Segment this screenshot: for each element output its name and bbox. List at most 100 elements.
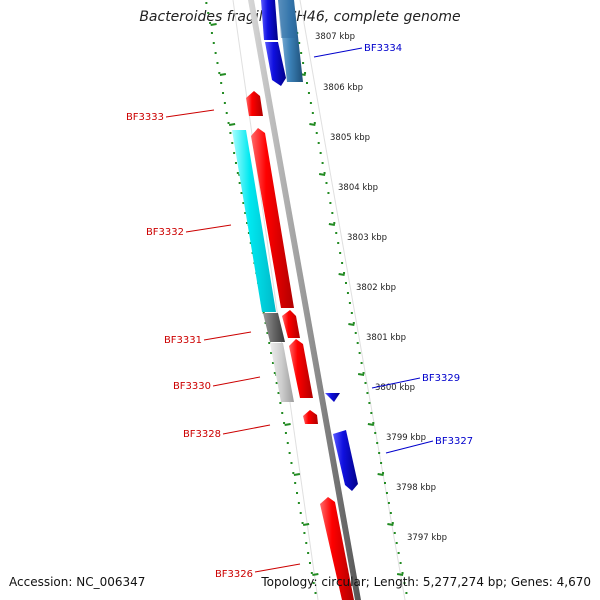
gene-label-bf3328[interactable]: BF3328 bbox=[183, 429, 221, 440]
gene-label-bf3330[interactable]: BF3330 bbox=[173, 381, 211, 392]
ruler-major-tick bbox=[396, 573, 404, 576]
ruler-dot bbox=[290, 462, 293, 464]
accession-text: Accession: NC_006347 bbox=[9, 575, 146, 589]
gene-bf3327[interactable] bbox=[333, 430, 358, 491]
ruler-dot bbox=[307, 552, 310, 554]
ruler-dot bbox=[352, 322, 355, 324]
ruler-dot bbox=[348, 302, 351, 304]
ruler-dot bbox=[220, 82, 223, 84]
ruler-dot bbox=[339, 252, 342, 254]
gene-red-mid[interactable] bbox=[289, 339, 313, 398]
gene-label-bf3333[interactable]: BF3333 bbox=[126, 112, 164, 123]
ruler-dot bbox=[397, 552, 400, 554]
ruler-major-tick bbox=[228, 123, 236, 126]
ruler-dot bbox=[303, 532, 306, 534]
scale-label: 3803 kbp bbox=[347, 233, 387, 243]
scale-label: 3800 kbp bbox=[375, 383, 415, 393]
ruler-dot bbox=[212, 42, 215, 44]
ruler-dot bbox=[279, 402, 282, 404]
ruler-dot bbox=[310, 572, 313, 574]
scale-label: 3798 kbp bbox=[396, 483, 436, 493]
gene-bf3331[interactable] bbox=[263, 313, 285, 342]
ruler-dot bbox=[343, 272, 346, 274]
ruler-major-tick bbox=[377, 473, 384, 476]
ruler-dot bbox=[307, 92, 310, 94]
ruler-dot bbox=[284, 432, 287, 434]
genome-title: Bacteroides fragilis YCH46, complete gen… bbox=[139, 9, 461, 25]
scale-label: 3802 kbp bbox=[356, 283, 396, 293]
ruler-dot bbox=[387, 502, 390, 504]
leader-bf3327 bbox=[385, 440, 434, 454]
gene-label-bf3331[interactable]: BF3331 bbox=[164, 335, 202, 346]
gene-blue-arrow[interactable] bbox=[265, 42, 286, 86]
gene-bf3328[interactable] bbox=[303, 410, 318, 424]
ruler-dot bbox=[227, 122, 230, 124]
gene-label-bf3327[interactable]: BF3327 bbox=[435, 436, 473, 447]
ruler-dot bbox=[333, 222, 336, 224]
ruler-dot bbox=[216, 62, 219, 64]
ruler-dot bbox=[246, 222, 249, 224]
ruler-dot bbox=[368, 402, 371, 404]
ruler-dot bbox=[380, 462, 383, 464]
gene-label-bf3329[interactable]: BF3329 bbox=[422, 373, 460, 384]
ruler-dot bbox=[292, 472, 295, 474]
ruler-dot bbox=[360, 362, 363, 364]
gene-blue-top[interactable] bbox=[261, 0, 278, 40]
genes bbox=[232, 0, 358, 600]
ruler-dot bbox=[372, 422, 375, 424]
gene-red-long[interactable] bbox=[251, 128, 294, 308]
gene-label-bf3334[interactable]: BF3334 bbox=[364, 43, 402, 54]
ruler-dot bbox=[242, 202, 245, 204]
ruler-dot bbox=[391, 522, 394, 524]
ruler-dot bbox=[270, 352, 273, 354]
ruler-dot bbox=[308, 562, 311, 564]
ruler-dot bbox=[273, 372, 276, 374]
gene-bf3329[interactable] bbox=[325, 393, 340, 402]
ruler-dot bbox=[309, 102, 312, 104]
ruler-dot bbox=[205, 2, 208, 4]
ruler-dot bbox=[350, 312, 353, 314]
gene-leader-lines bbox=[165, 47, 434, 573]
backbone-track bbox=[248, 0, 361, 600]
ruler-dot bbox=[403, 582, 406, 584]
gene-red-small[interactable] bbox=[282, 310, 300, 338]
ruler-dot bbox=[244, 212, 247, 214]
ruler-dot bbox=[321, 162, 324, 164]
ruler-major-tick bbox=[210, 23, 217, 26]
scale-label: 3807 kbp bbox=[315, 32, 355, 42]
ruler-dot bbox=[233, 152, 236, 154]
gene-label-bf3332[interactable]: BF3332 bbox=[146, 227, 184, 238]
ruler-dot bbox=[240, 192, 243, 194]
gene-bf3326[interactable] bbox=[320, 497, 354, 600]
genome-backbone bbox=[248, 0, 361, 600]
ruler-dot bbox=[370, 412, 373, 414]
ruler-dot bbox=[299, 512, 302, 514]
leader-bf3330 bbox=[212, 376, 261, 387]
gene-label-bf3326[interactable]: BF3326 bbox=[215, 569, 253, 580]
ruler-dot bbox=[236, 172, 239, 174]
ruler-dot bbox=[395, 542, 398, 544]
ruler-dot bbox=[374, 432, 377, 434]
leader-bf3326 bbox=[254, 563, 301, 573]
ruler-dot bbox=[277, 392, 280, 394]
ruler-dot bbox=[354, 332, 357, 334]
ruler-major-tick bbox=[219, 73, 227, 76]
ruler-dot bbox=[234, 162, 237, 164]
ruler-dot bbox=[300, 52, 303, 54]
ruler-dot bbox=[301, 522, 304, 524]
gene-bf3330[interactable] bbox=[270, 343, 294, 402]
ruler-dot bbox=[362, 372, 365, 374]
ruler-dot bbox=[317, 142, 320, 144]
ruler-major-tick bbox=[367, 423, 375, 426]
gene-bf3333[interactable] bbox=[246, 91, 263, 116]
ruler-major-tick bbox=[284, 423, 291, 426]
ruler-dot bbox=[405, 592, 408, 594]
ruler-dot bbox=[382, 472, 385, 474]
gene-bf3332[interactable] bbox=[232, 130, 276, 312]
ruler-dot bbox=[311, 112, 314, 114]
ruler-dot bbox=[305, 542, 308, 544]
ruler-major-tick bbox=[328, 223, 336, 226]
scale-label: 3805 kbp bbox=[330, 133, 370, 143]
scale-label: 3804 kbp bbox=[338, 183, 378, 193]
ruler-dot bbox=[231, 142, 234, 144]
